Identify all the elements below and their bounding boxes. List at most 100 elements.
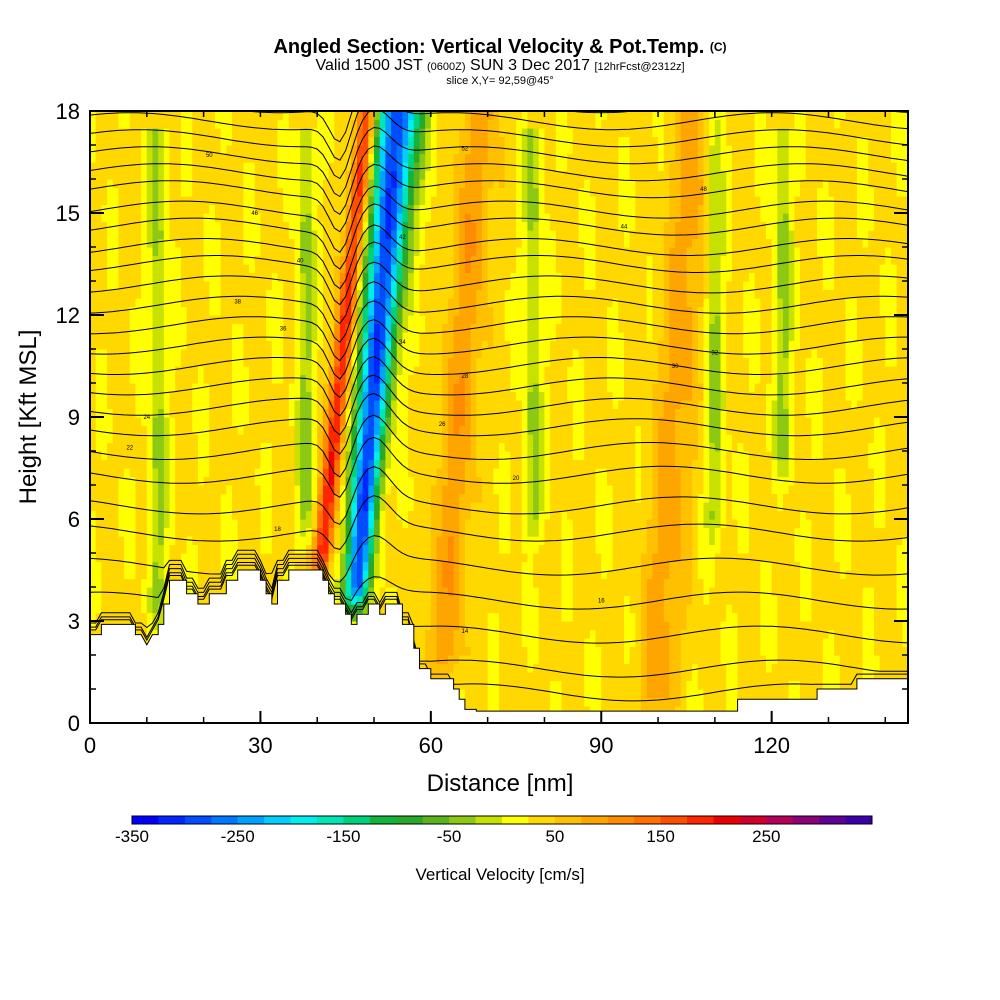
velocity-cell [447, 417, 455, 427]
velocity-cell [368, 204, 375, 214]
velocity-cell [203, 255, 210, 265]
velocity-cell [356, 255, 364, 265]
velocity-cell [419, 638, 426, 648]
velocity-cell [305, 230, 313, 240]
velocity-cell [118, 272, 125, 282]
velocity-cell [464, 162, 472, 172]
velocity-cell [180, 527, 188, 537]
velocity-cell [419, 434, 426, 444]
velocity-cell [374, 485, 381, 495]
velocity-cell [356, 162, 364, 172]
velocity-cell [464, 204, 472, 214]
velocity-cell [402, 493, 409, 503]
velocity-cell [294, 162, 301, 172]
velocity-cell [385, 391, 392, 401]
velocity-cell [351, 170, 358, 180]
velocity-cell [374, 128, 381, 138]
velocity-cell [379, 587, 386, 597]
velocity-cell [356, 553, 364, 563]
velocity-cell [112, 315, 119, 325]
velocity-cell [379, 374, 386, 384]
velocity-cell [203, 434, 210, 444]
velocity-cell [214, 349, 222, 359]
velocity-cell [158, 434, 165, 444]
velocity-cell [135, 578, 142, 588]
velocity-cell [345, 145, 352, 155]
velocity-cell [317, 230, 324, 240]
velocity-cell [419, 315, 426, 325]
velocity-cell [271, 187, 279, 197]
velocity-cell [283, 493, 290, 503]
velocity-cell [379, 196, 386, 206]
velocity-cell [391, 536, 398, 546]
velocity-cell [464, 400, 472, 410]
velocity-cell [277, 519, 284, 529]
velocity-cell [328, 187, 335, 197]
velocity-cell [180, 485, 188, 495]
velocity-cell [425, 136, 432, 146]
velocity-cell [447, 196, 455, 206]
velocity-cell [413, 204, 421, 214]
velocity-cell [351, 510, 358, 520]
velocity-cell [158, 145, 165, 155]
velocity-cell [379, 179, 386, 189]
velocity-cell [175, 485, 182, 495]
velocity-cell [430, 153, 438, 163]
velocity-cell [334, 459, 341, 469]
velocity-cell [317, 204, 324, 214]
velocity-cell [476, 553, 483, 563]
velocity-cell [334, 357, 341, 367]
velocity-cell [408, 442, 415, 452]
velocity-cell [254, 153, 262, 163]
velocity-cell [368, 408, 375, 418]
velocity-cell [300, 417, 307, 427]
velocity-cell [470, 340, 477, 350]
velocity-cell [300, 366, 307, 376]
velocity-cell [317, 332, 324, 342]
velocity-cell [254, 213, 262, 223]
velocity-cell [175, 468, 182, 478]
velocity-cell [232, 340, 239, 350]
velocity-cell [129, 366, 137, 376]
velocity-cell [436, 289, 443, 299]
velocity-cell [470, 213, 477, 223]
velocity-cell [158, 485, 165, 495]
velocity-cell [396, 306, 404, 316]
velocity-cell [413, 357, 421, 367]
velocity-cell [311, 136, 318, 146]
velocity-cell [283, 153, 290, 163]
velocity-cell [249, 502, 256, 512]
velocity-cell [158, 162, 165, 172]
velocity-cell [107, 315, 114, 325]
velocity-cell [243, 204, 250, 214]
velocity-cell [283, 349, 290, 359]
velocity-cell [152, 408, 159, 418]
velocity-cell [305, 434, 313, 444]
velocity-cell [470, 578, 477, 588]
velocity-cell [305, 213, 313, 223]
velocity-cell [169, 391, 176, 401]
velocity-cell [464, 442, 472, 452]
velocity-cell [453, 604, 460, 614]
velocity-cell [447, 213, 455, 223]
velocity-cell [112, 578, 119, 588]
velocity-cell [408, 383, 415, 393]
velocity-cell [266, 170, 273, 180]
velocity-cell [288, 162, 296, 172]
velocity-cell [232, 230, 239, 240]
velocity-cell [186, 544, 193, 554]
velocity-cell [322, 493, 330, 503]
velocity-cell [101, 493, 108, 503]
velocity-cell [459, 196, 466, 206]
velocity-cell [305, 468, 313, 478]
velocity-cell [226, 247, 233, 257]
velocity-cell [283, 247, 290, 257]
velocity-cell [220, 383, 227, 393]
velocity-cell [118, 391, 125, 401]
velocity-cell [90, 612, 97, 622]
velocity-cell [220, 510, 227, 520]
velocity-cell [476, 663, 483, 673]
velocity-cell [459, 238, 466, 248]
velocity-cell [129, 400, 137, 410]
velocity-cell [288, 502, 296, 512]
